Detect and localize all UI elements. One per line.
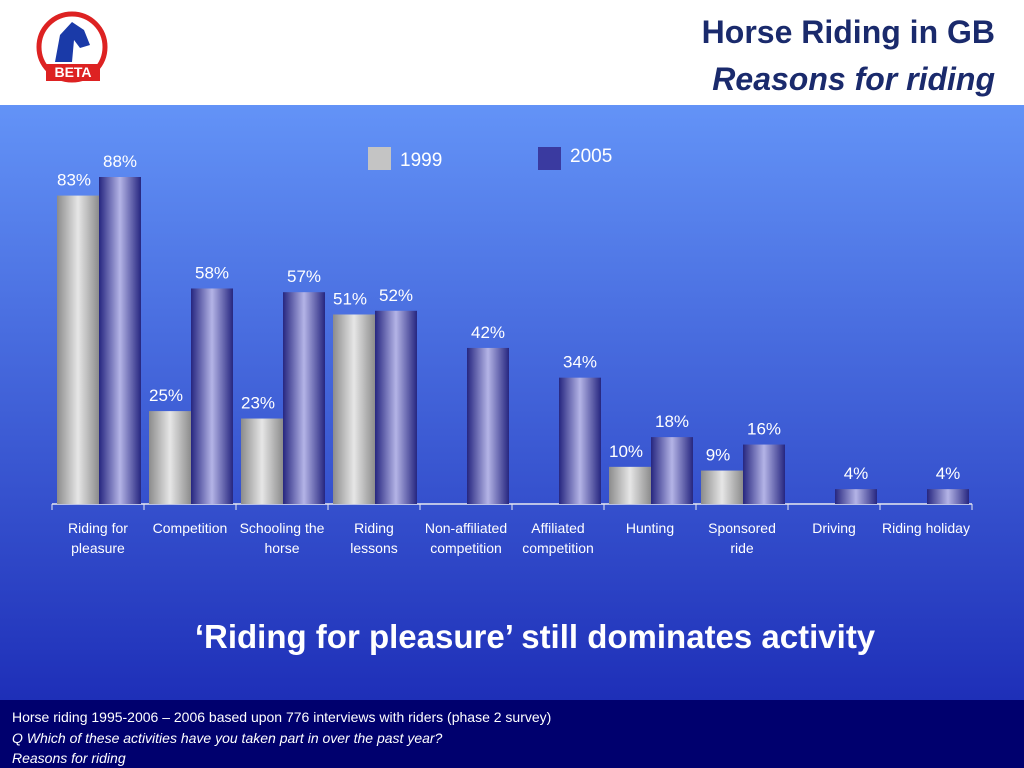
x-tick-label: Affiliated competition	[522, 520, 594, 556]
logo-text: BETA	[54, 64, 91, 80]
bar	[333, 314, 375, 504]
value-label: 57%	[287, 267, 321, 286]
x-tick-label: Schooling the horse	[239, 520, 325, 556]
value-label: 51%	[333, 289, 367, 308]
bar	[99, 177, 141, 504]
bar	[927, 489, 969, 504]
x-tick-label: Riding for pleasure	[68, 520, 128, 556]
value-label: 23%	[241, 394, 275, 413]
legend-label: 2005	[570, 146, 612, 167]
value-label: 4%	[844, 464, 869, 483]
bar	[283, 292, 325, 504]
bar	[375, 310, 417, 504]
headline: ‘Riding for pleasure’ still dominates ac…	[195, 618, 876, 655]
footer-line: Horse riding 1995-2006 – 2006 based upon…	[12, 709, 552, 725]
value-label: 42%	[471, 323, 505, 342]
value-label: 25%	[149, 386, 183, 405]
title: Horse Riding in GB	[702, 14, 995, 50]
bar	[57, 195, 99, 505]
bar	[467, 347, 509, 504]
bar	[559, 377, 601, 504]
bar	[609, 466, 651, 504]
bar	[835, 489, 877, 504]
value-label: 9%	[706, 446, 731, 465]
header-bg	[0, 0, 1024, 105]
value-label: 52%	[379, 286, 413, 305]
x-tick-label: Riding lessons	[350, 520, 398, 556]
logo: BETA	[36, 11, 108, 83]
value-label: 34%	[563, 353, 597, 372]
legend-swatch	[368, 147, 391, 170]
value-label: 4%	[936, 464, 961, 483]
x-tick-label: Hunting	[625, 520, 675, 536]
value-label: 10%	[609, 442, 643, 461]
bar	[241, 418, 283, 504]
x-tick-label: Riding holiday	[882, 520, 970, 536]
value-label: 58%	[195, 263, 229, 282]
bar	[149, 411, 191, 504]
value-label: 83%	[57, 171, 91, 190]
legend-label: 1999	[400, 150, 442, 171]
footer-line: Reasons for riding	[12, 750, 126, 766]
x-tick-label: Sponsored ride	[708, 520, 776, 556]
bar	[191, 288, 233, 504]
value-label: 18%	[655, 412, 689, 431]
bar	[701, 470, 743, 504]
legend-swatch	[538, 147, 561, 170]
x-tick-label: Non-affiliated competition	[424, 520, 508, 556]
body-bg	[0, 105, 1024, 700]
value-label: 88%	[103, 152, 137, 171]
bar	[651, 437, 693, 504]
subtitle: Reasons for riding	[712, 61, 995, 97]
value-label: 16%	[747, 420, 781, 439]
x-tick-label: Competition	[152, 520, 228, 536]
footer-line: Q Which of these activities have you tak…	[12, 730, 443, 746]
footer-bg	[0, 700, 1024, 768]
bar	[743, 444, 785, 504]
x-tick-label: Driving	[812, 520, 856, 536]
